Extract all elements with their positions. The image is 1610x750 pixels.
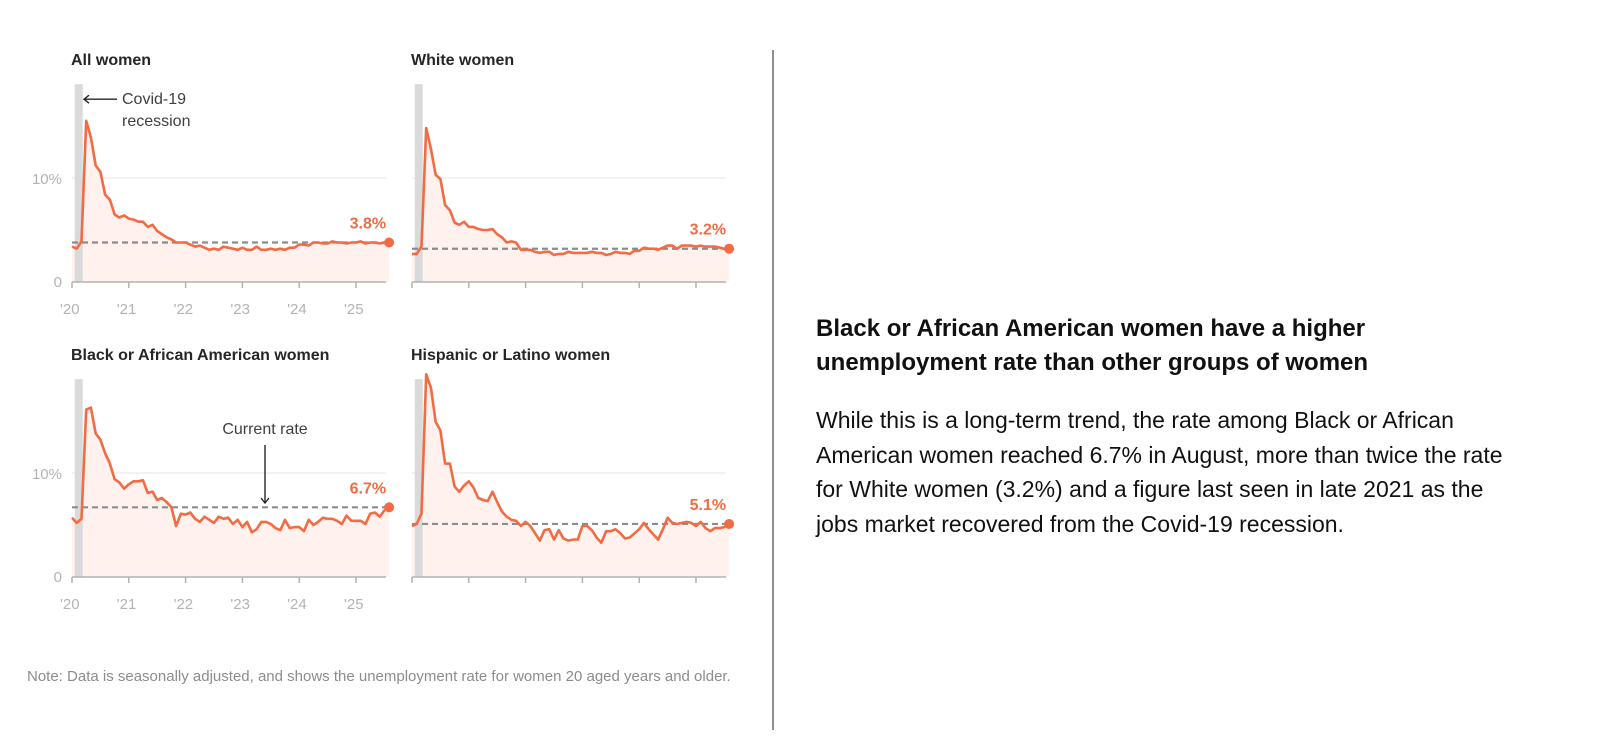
y-tick-label-10: 10% — [32, 171, 62, 188]
current-rate-dot — [724, 243, 735, 254]
current-rate-dot — [384, 502, 395, 513]
y-tick-label-0: 0 — [54, 569, 62, 586]
current-rate-label: 5.1% — [690, 497, 726, 514]
x-tick-label: '23 — [230, 596, 250, 613]
series-line — [71, 119, 390, 252]
panel-title-hispanic-women: Hispanic or Latino women — [411, 347, 611, 364]
x-tick-label: '25 — [344, 301, 364, 318]
recession-band — [74, 379, 83, 577]
area-fill — [72, 407, 390, 577]
annotation-covid-line2: recession — [122, 113, 190, 130]
chart-white-women: 3.2% — [411, 84, 735, 288]
x-tick-label: '22 — [174, 301, 194, 318]
article-body: While this is a long-term trend, the rat… — [816, 407, 1503, 537]
y-tick-label-0: 0 — [54, 274, 62, 291]
current-rate-label: 6.7% — [350, 480, 386, 497]
chart-group: 6.7% '20 '21 '22 '23 '24 '25 0 10% Current rate — [32, 379, 395, 613]
recession-band — [414, 84, 423, 282]
recession-band — [74, 84, 83, 282]
panel-title-white-women: White women — [411, 52, 515, 69]
chart-group: 3.2% — [411, 84, 735, 288]
annotation-covid-line1: Covid-19 — [122, 91, 186, 108]
x-tick-label: '25 — [344, 596, 364, 613]
arrow-left-icon — [82, 94, 90, 104]
x-tick-label: '23 — [230, 301, 250, 318]
recession-band — [414, 379, 423, 577]
chart-group: 5.1% — [411, 372, 735, 583]
series-line — [412, 126, 730, 257]
panel-title-black-women: Black or African American women — [71, 347, 330, 364]
current-rate-dot — [724, 519, 735, 529]
chart-black-women: 6.7% '20 '21 '22 '23 '24 '25 0 10% Current rate — [32, 379, 395, 613]
series-line — [71, 406, 390, 534]
area-fill — [412, 128, 730, 282]
x-tick-label: '21 — [117, 596, 137, 613]
chart-group: 3.8% '20 '21 '22 '23 '24 '25 0 10% Covid-19 recess… — [32, 84, 395, 318]
chart-hispanic-women: 5.1% — [411, 372, 735, 583]
article-headline: Black or African American women have a h… — [816, 315, 1369, 376]
x-tick-label: '24 — [287, 301, 307, 318]
current-rate-dot — [384, 237, 395, 248]
column-divider — [772, 50, 774, 730]
x-tick-label: '24 — [287, 596, 307, 613]
series-line — [411, 372, 730, 544]
current-rate-label: 3.8% — [350, 215, 386, 232]
current-rate-label: 3.2% — [690, 222, 726, 239]
x-tick-label: '20 — [60, 596, 80, 613]
area-fill — [72, 120, 390, 282]
x-tick-label: '20 — [60, 301, 80, 318]
x-tick-label: '21 — [117, 301, 137, 318]
y-tick-label-10: 10% — [32, 466, 62, 483]
annotation-current-rate: Current rate — [222, 421, 307, 438]
x-tick-label: '22 — [174, 596, 194, 613]
arrow-down-icon — [260, 497, 270, 505]
chart-note: Note: Data is seasonally adjusted, and s… — [27, 668, 731, 685]
panel-title-all-women: All women — [71, 52, 152, 69]
chart-all-women: 3.8% '20 '21 '22 '23 '24 '25 0 10% Covid-19 recess… — [32, 84, 395, 318]
area-fill — [412, 374, 730, 577]
